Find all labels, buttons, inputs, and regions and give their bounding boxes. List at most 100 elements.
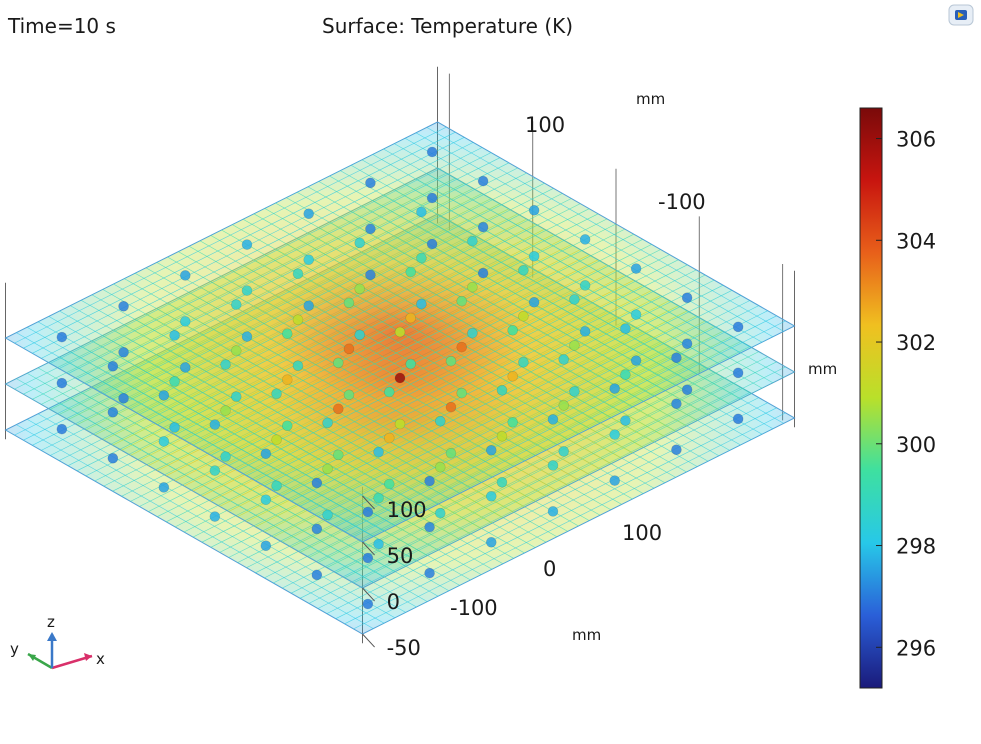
- temperature-sphere: [365, 177, 376, 189]
- temperature-sphere: [405, 312, 417, 324]
- temperature-sphere: [373, 492, 384, 504]
- z-axis-unit-label: mm: [808, 360, 837, 378]
- z-axis-tick: [362, 541, 375, 556]
- mesh-line: [361, 159, 720, 365]
- colorbar-tick-label: 304: [896, 229, 936, 253]
- mesh-line: [246, 259, 679, 476]
- temperature-sphere: [456, 295, 468, 307]
- mesh-line: [383, 148, 741, 354]
- temperature-sphere: [303, 254, 315, 266]
- temperature-sphere: [416, 252, 427, 264]
- temperature-sphere: [56, 377, 68, 389]
- temperature-sphere: [118, 392, 129, 404]
- temperature-sphere: [424, 521, 435, 533]
- temperature-sphere: [558, 354, 570, 365]
- temperature-sphere: [477, 267, 489, 279]
- temperature-sphere: [426, 192, 438, 204]
- temperature-sphere: [373, 446, 384, 458]
- colorbar-tick-label: 296: [896, 636, 936, 660]
- temperature-sphere: [394, 418, 406, 430]
- temperature-sphere: [281, 374, 293, 386]
- temperature-sphere: [609, 475, 621, 486]
- temperature-sphere: [547, 460, 559, 471]
- temperature-sphere: [496, 476, 508, 488]
- temperature-sphere: [343, 389, 355, 401]
- temperature-sphere: [620, 415, 631, 426]
- temperature-sphere: [118, 346, 129, 358]
- temperature-sphere: [445, 447, 457, 459]
- temperature-sphere: [311, 477, 323, 489]
- temperature-sphere: [271, 480, 282, 492]
- temperature-sphere: [671, 398, 682, 410]
- temperature-sphere: [671, 444, 682, 456]
- temperature-sphere: [365, 269, 376, 281]
- temperature-sphere: [158, 390, 170, 401]
- temperature-sphere: [405, 266, 417, 278]
- temperature-sphere: [507, 324, 519, 336]
- temperature-sphere: [528, 204, 540, 216]
- temperature-sphere: [241, 285, 253, 296]
- temperature-sphere: [354, 329, 366, 341]
- temperature-sphere: [332, 357, 344, 369]
- z-axis-tick-label: 50: [387, 544, 414, 568]
- x-axis-tick-label: 100: [622, 521, 662, 545]
- mesh-line: [437, 121, 795, 327]
- temperature-sphere: [434, 415, 446, 427]
- temperature-sphere: [558, 400, 570, 411]
- temperature-sphere: [107, 360, 119, 372]
- temperature-sphere: [485, 490, 497, 502]
- temperature-sphere: [260, 448, 272, 460]
- temperature-sphere: [496, 384, 508, 396]
- temperature-sphere: [373, 538, 384, 550]
- z-axis-tick: [362, 495, 375, 510]
- temperature-sphere: [477, 221, 489, 233]
- temperature-sphere: [445, 401, 457, 413]
- temperature-sphere: [343, 343, 355, 355]
- temperature-sphere: [158, 436, 170, 447]
- mesh-line: [353, 412, 786, 630]
- x-axis-tick-label: -100: [450, 596, 498, 620]
- temperature-sphere: [56, 423, 68, 435]
- mesh-line: [394, 143, 752, 348]
- temperature-sphere: [383, 386, 395, 398]
- mesh-line: [344, 361, 777, 579]
- temperature-sphere: [179, 316, 191, 327]
- temperature-sphere: [445, 355, 457, 367]
- temperature-sphere: [365, 223, 376, 235]
- temperature-sphere: [230, 299, 242, 310]
- mesh-line: [426, 127, 784, 332]
- temperature-sphere: [311, 523, 323, 535]
- mesh-line: [192, 228, 626, 446]
- temperature-sphere: [547, 414, 559, 425]
- mesh-line: [308, 295, 742, 512]
- temperature-sphere: [260, 494, 272, 506]
- mesh-line: [353, 366, 786, 584]
- temperature-sphere: [434, 461, 446, 473]
- temperature-sphere: [732, 321, 744, 333]
- temperature-sphere: [569, 294, 580, 305]
- temperature-sphere: [303, 208, 315, 220]
- temperature-sphere: [332, 449, 344, 461]
- z-axis-tick-label: 0: [387, 590, 400, 614]
- temperature-sphere: [681, 384, 693, 396]
- temperature-sphere: [518, 310, 529, 322]
- temperature-sphere: [354, 283, 366, 295]
- z-axis-tick-label: 100: [387, 498, 427, 522]
- temperature-sphere: [322, 509, 333, 521]
- temperature-sphere: [220, 451, 231, 462]
- triad-x-label: x: [96, 650, 105, 668]
- temperature-sphere: [620, 323, 631, 334]
- mesh-line: [242, 218, 601, 424]
- temperature-sphere: [383, 478, 395, 490]
- temperature-sphere: [518, 264, 529, 276]
- mesh-line: [253, 213, 612, 419]
- temperature-sphere: [507, 370, 519, 382]
- comsol-logo-icon[interactable]: [948, 4, 974, 26]
- temperature-sphere: [609, 383, 621, 394]
- temperature-sphere: [169, 422, 180, 433]
- mesh-line: [264, 208, 622, 413]
- temperature-sphere: [220, 405, 231, 416]
- temperature-sphere: [579, 234, 591, 245]
